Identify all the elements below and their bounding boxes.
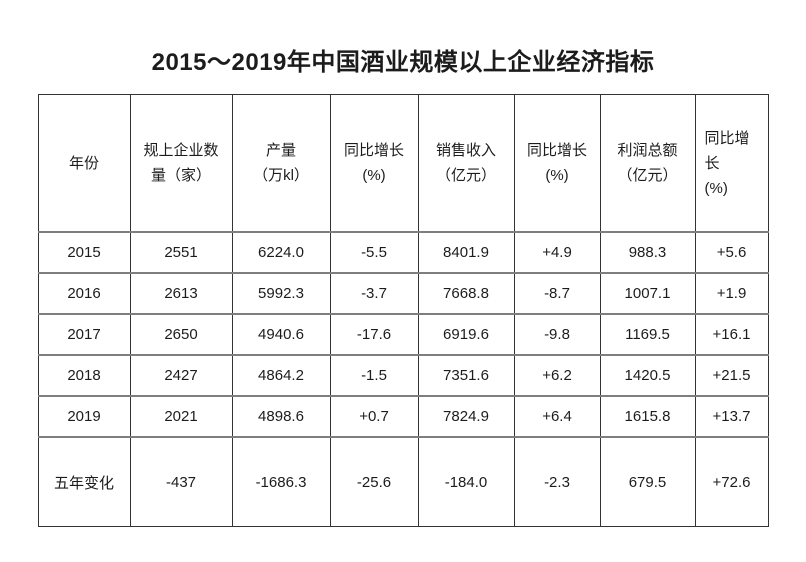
table-cell-r4-c7: +13.7 (694, 395, 769, 438)
table-cell-r2-c5: -9.8 (513, 313, 601, 356)
header-line: 规上企业数 (143, 142, 219, 159)
header-cell-3: 同比增长 (%) (329, 94, 419, 233)
table-cell-r2-c4: 6919.6 (417, 313, 515, 356)
table-cell-r0-c4: 8401.9 (417, 231, 515, 274)
table-cell-r5-c5: -2.3 (513, 436, 601, 527)
table-cell-r0-c5: +4.9 (513, 231, 601, 274)
table-cell-r3-c6: 1420.5 (599, 354, 696, 397)
table-cell-r5-c4: -184.0 (417, 436, 515, 527)
table-cell-r2-c1: 2650 (129, 313, 233, 356)
header-cell-1: 规上企业数量（家） (129, 94, 233, 233)
table-cell-r4-c1: 2021 (129, 395, 233, 438)
table-cell-r4-c2: 4898.6 (231, 395, 331, 438)
header-cell-5: 同比增长 (%) (513, 94, 601, 233)
table-cell-r2-c2: 4940.6 (231, 313, 331, 356)
table-cell-r1-c0: 2016 (37, 272, 131, 315)
header-cell-7: 同比增长 (%) (694, 94, 769, 233)
table-body: 2015 2551 6224.0 -5.5 8401.9 +4.9 988.3 +5.6 201… (37, 231, 769, 527)
header-line: 同比增 (704, 129, 750, 147)
table-cell-r2-c6: 1169.5 (599, 313, 696, 356)
table-cell-r0-c7: +5.6 (694, 231, 769, 274)
table-cell-r2-c0: 2017 (37, 313, 131, 356)
header-line: 销售收入 (435, 142, 496, 159)
economic-indicators-table: 年份 规上企业数 量（家） 产量 （万kl） 同比增长 (%) 销售收入 （亿元） 同比增长 (%)… (37, 94, 769, 527)
header-line: 量（家） (150, 167, 211, 184)
table-cell-r5-c1: -437 (129, 436, 233, 527)
header-line: 长 (704, 154, 720, 172)
table-cell-r0-c0: 2015 (37, 231, 131, 274)
table-cell-r5-c2: -1686.3 (231, 436, 331, 527)
header-line: (%) (704, 179, 728, 197)
table-cell-r3-c3: -1.5 (329, 354, 419, 397)
header-cell-0: 年份 (37, 94, 131, 233)
header-cell-6: 利润总额 （亿元） (599, 94, 696, 233)
table-cell-r4-c0: 2019 (37, 395, 131, 438)
table-cell-r1-c3: -3.7 (329, 272, 419, 315)
table-cell-r4-c6: 1615.8 (599, 395, 696, 438)
header-line: (%) (545, 167, 569, 184)
table-row-1: 2016 2613 5992.3 -3.7 7668.8 -8.7 1007.1 +1.9 (37, 272, 769, 315)
table-cell-r4-c3: +0.7 (329, 395, 419, 438)
table-cell-r2-c7: +16.1 (694, 313, 769, 356)
table-cell-r1-c1: 2613 (129, 272, 233, 315)
table-cell-r4-c5: +6.4 (513, 395, 601, 438)
table-cell-r1-c4: 7668.8 (417, 272, 515, 315)
table-cell-r0-c2: 6224.0 (231, 231, 331, 274)
table-cell-r5-c3: -25.6 (329, 436, 419, 527)
table-cell-r3-c5: +6.2 (513, 354, 601, 397)
header-line: （万kl） (253, 167, 309, 184)
header-line: 同比增长 (526, 142, 587, 159)
header-line: （亿元） (435, 167, 496, 184)
header-cell-2: 产量 （万kl） (231, 94, 331, 233)
table-row-5: 五年变化 -437 -1686.3 -25.6 -184.0 -2.3 679.5 +72.6 (37, 436, 769, 527)
header-line: （亿元） (617, 167, 678, 184)
table-cell-r0-c6: 988.3 (599, 231, 696, 274)
table-cell-r3-c2: 4864.2 (231, 354, 331, 397)
header-row: 年份 规上企业数 量（家） 产量 （万kl） 同比增长 (%) 销售收入 （亿元） 同比增长 (%)… (37, 94, 769, 233)
header-line: 利润总额 (617, 142, 678, 159)
table-cell-r3-c7: +21.5 (694, 354, 769, 397)
table-row-0: 2015 2551 6224.0 -5.5 8401.9 +4.9 988.3 +5.6 (37, 231, 769, 274)
table-cell-r4-c4: 7824.9 (417, 395, 515, 438)
table-row-2: 2017 2650 4940.6 -17.6 6919.6 -9.8 1169.5 +16.1 (37, 313, 769, 356)
table-cell-r0-c3: -5.5 (329, 231, 419, 274)
table-cell-r1-c2: 5992.3 (231, 272, 331, 315)
table-cell-r5-c0: 五年变化 (37, 436, 131, 527)
header-line: 产量 (265, 142, 296, 159)
table-cell-r2-c3: -17.6 (329, 313, 419, 356)
header-cell-4: 销售收入 （亿元） (417, 94, 515, 233)
table-cell-r3-c0: 2018 (37, 354, 131, 397)
header-line: (%) (362, 167, 386, 184)
header-line: 同比增长 (343, 142, 404, 159)
table-cell-r1-c6: 1007.1 (599, 272, 696, 315)
table-cell-r5-c6: 679.5 (599, 436, 696, 527)
table-cell-r1-c5: -8.7 (513, 272, 601, 315)
header-line: 年份 (68, 154, 99, 172)
table-cell-r3-c1: 2427 (129, 354, 233, 397)
table-cell-r0-c1: 2551 (129, 231, 233, 274)
page-title: 2015～2019年中国酒业规模以上企业经济指标 (151, 49, 655, 76)
table-row-4: 2019 2021 4898.6 +0.7 7824.9 +6.4 1615.8 +13.7 (37, 395, 769, 438)
table-cell-r3-c4: 7351.6 (417, 354, 515, 397)
table-cell-r1-c7: +1.9 (694, 272, 769, 315)
table-cell-r5-c7: +72.6 (694, 436, 769, 527)
table-row-3: 2018 2427 4864.2 -1.5 7351.6 +6.2 1420.5 +21.5 (37, 354, 769, 397)
